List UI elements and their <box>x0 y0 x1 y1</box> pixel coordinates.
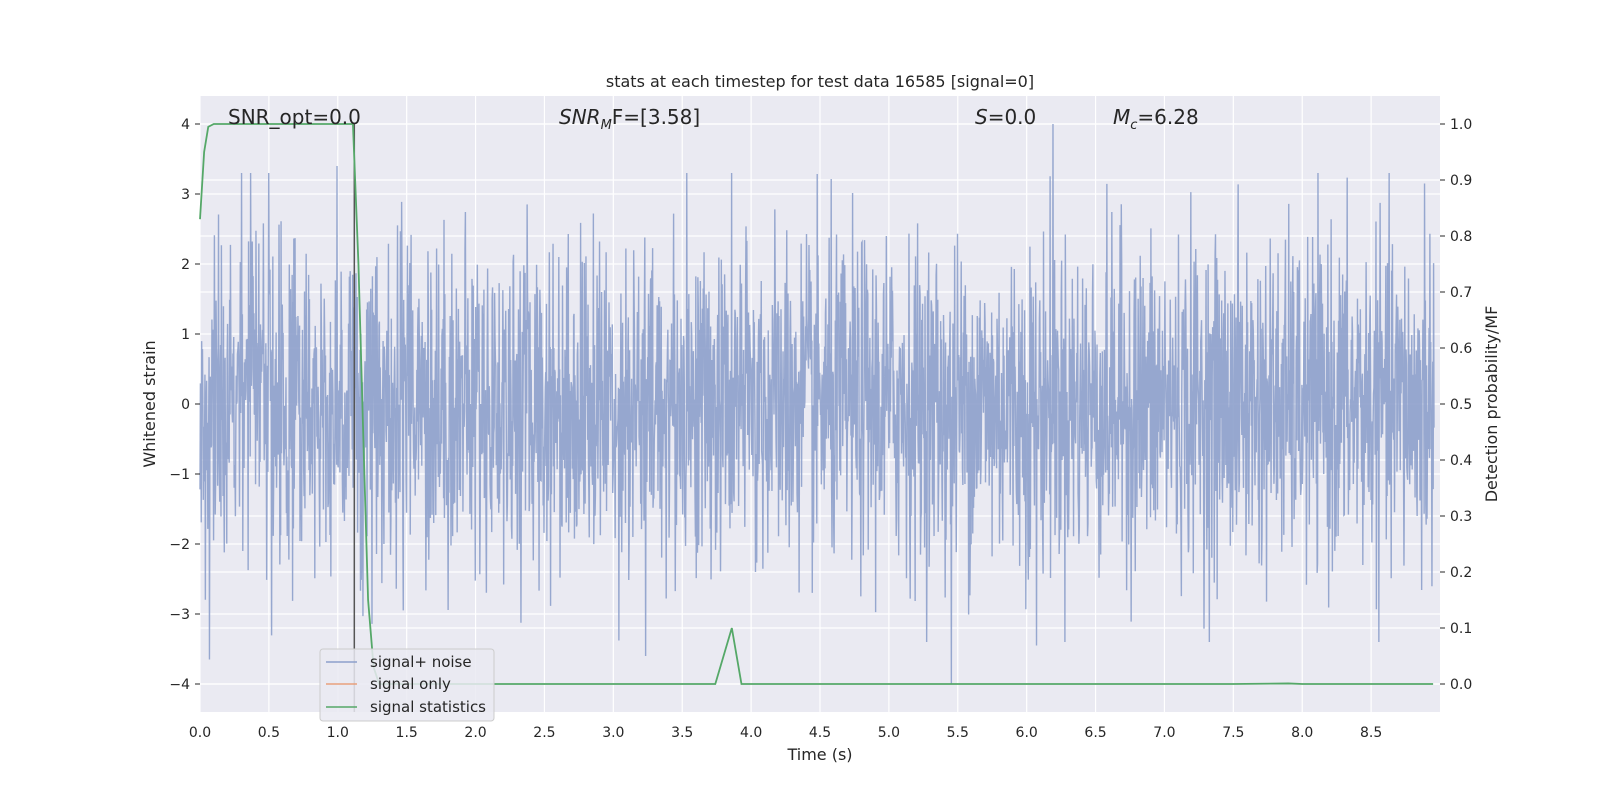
series-signal-noise <box>199 123 1435 685</box>
x-tick-label: 1.0 <box>327 725 349 741</box>
x-tick-label: 8.0 <box>1291 725 1313 741</box>
y-right-tick-label: 0.2 <box>1450 565 1472 581</box>
x-tick-label: 6.0 <box>1016 725 1038 741</box>
x-tick-label: 5.5 <box>947 725 969 741</box>
legend: signal+ noise signal only signal statist… <box>319 648 495 722</box>
annotation-s: S=0.0 <box>975 105 1036 129</box>
y-right-tick-label: 0.9 <box>1450 173 1472 189</box>
x-tick-label: 6.5 <box>1084 725 1106 741</box>
x-tick-label: 3.5 <box>671 725 693 741</box>
legend-label-signal-statistics: signal statistics <box>370 698 486 716</box>
x-tick-label: 2.5 <box>533 725 555 741</box>
x-tick-label: 8.5 <box>1360 725 1382 741</box>
y-right-tick-label: 0.0 <box>1450 677 1472 693</box>
y-tick-label: −1 <box>169 467 190 483</box>
x-tick-label: 5.0 <box>878 725 900 741</box>
x-tick-label: 4.5 <box>809 725 831 741</box>
y-right-tick-label: 1.0 <box>1450 117 1472 133</box>
y-right-tick-label: 0.4 <box>1450 453 1472 469</box>
x-tick-label: 1.5 <box>396 725 418 741</box>
x-axis-label: Time (s) <box>786 745 852 764</box>
x-tick-label: 0.0 <box>189 725 211 741</box>
chart-title: stats at each timestep for test data 165… <box>606 72 1034 91</box>
legend-box <box>319 648 495 722</box>
y-tick-label: 1 <box>181 327 190 343</box>
x-tick-label: 0.5 <box>258 725 280 741</box>
legend-label-signal-only: signal only <box>370 675 451 693</box>
annotation-snr-opt: SNR_opt=0.0 <box>228 105 361 129</box>
x-tick-label: 4.0 <box>740 725 762 741</box>
tick-labels: 0.0 0.5 1.0 1.5 2.0 2.5 3.0 3.5 4.0 4.5 5.0 5.5 6.0 6… <box>169 117 1472 741</box>
y-right-tick-label: 0.3 <box>1450 509 1472 525</box>
y-axis-right-label: Detection probability/MF <box>1482 306 1501 503</box>
y-right-tick-label: 0.8 <box>1450 229 1472 245</box>
y-tick-label: 3 <box>181 187 190 203</box>
y-right-tick-label: 0.7 <box>1450 285 1472 301</box>
x-tick-label: 2.0 <box>464 725 486 741</box>
y-right-tick-label: 0.6 <box>1450 341 1472 357</box>
x-tick-label: 7.0 <box>1153 725 1175 741</box>
annotation-snr-mf: SNRMF=[3.58] <box>559 105 700 133</box>
y-right-tick-label: 0.1 <box>1450 621 1472 637</box>
annotation-mc: Mc=6.28 <box>1113 105 1199 133</box>
y-tick-label: −4 <box>169 677 190 693</box>
y-tick-label: 4 <box>181 117 190 133</box>
y-tick-label: 0 <box>181 397 190 413</box>
y-axis-label: Whitened strain <box>140 340 159 467</box>
y-tick-label: −2 <box>169 537 190 553</box>
legend-label-signal-noise: signal+ noise <box>370 653 472 671</box>
y-right-tick-label: 0.5 <box>1450 397 1472 413</box>
y-tick-label: 2 <box>181 257 190 273</box>
x-tick-label: 3.0 <box>602 725 624 741</box>
x-tick-label: 7.5 <box>1222 725 1244 741</box>
y-tick-label: −3 <box>169 607 190 623</box>
signal-noise-line <box>199 123 1435 685</box>
